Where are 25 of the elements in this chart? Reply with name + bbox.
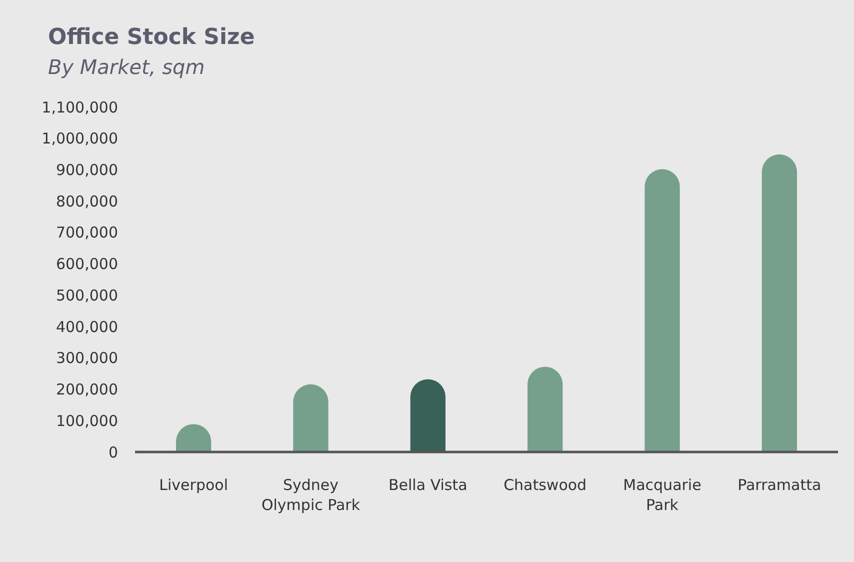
x-tick-label: Bella Vista (388, 476, 468, 494)
bar (528, 366, 563, 452)
bar (762, 154, 797, 452)
x-tick-label: Sydney Olympic Park (261, 476, 360, 514)
x-tick-label: Liverpool (159, 476, 228, 494)
x-tick-label: Macquarie Park (623, 476, 702, 514)
chart-subtitle: By Market, sqm (48, 55, 205, 79)
y-tick-label: 500,000 (56, 286, 118, 304)
x-tick-label: Chatswood (504, 476, 587, 494)
y-tick-label: 0 (108, 443, 118, 462)
x-tick-label: Parramatta (738, 476, 822, 494)
y-tick-label: 700,000 (56, 224, 118, 242)
y-tick-label: 600,000 (56, 255, 118, 274)
bar (410, 379, 446, 452)
y-tick-label: 800,000 (56, 192, 118, 210)
y-tick-label: 400,000 (56, 318, 118, 336)
bar (644, 169, 680, 452)
chart-title: Office Stock Size (48, 25, 255, 50)
y-tick-label: 1,000,000 (42, 130, 118, 148)
y-tick-label: 300,000 (56, 349, 118, 368)
y-tick-label: 100,000 (56, 412, 118, 430)
y-tick-label: 1,100,000 (42, 98, 118, 116)
bar (293, 384, 328, 452)
y-tick-label: 200,000 (56, 380, 118, 399)
y-tick-label: 900,000 (56, 160, 118, 179)
